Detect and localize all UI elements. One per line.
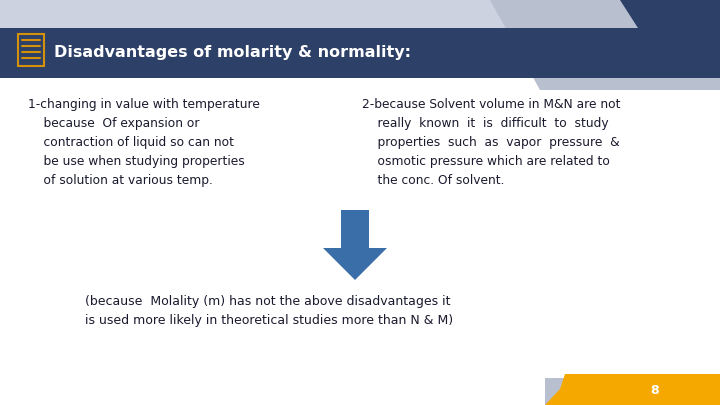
Text: of solution at various temp.: of solution at various temp.	[28, 174, 213, 187]
Text: properties  such  as  vapor  pressure  &: properties such as vapor pressure &	[362, 136, 620, 149]
Polygon shape	[490, 0, 720, 90]
Text: because  Of expansion or: because Of expansion or	[28, 117, 199, 130]
Text: 1-changing in value with temperature: 1-changing in value with temperature	[28, 98, 260, 111]
Text: 8: 8	[651, 384, 660, 396]
Polygon shape	[545, 378, 720, 405]
Polygon shape	[620, 0, 720, 78]
Text: Disadvantages of molarity & normality:: Disadvantages of molarity & normality:	[54, 45, 411, 60]
Polygon shape	[323, 210, 387, 280]
Text: the conc. Of solvent.: the conc. Of solvent.	[362, 174, 505, 187]
Text: really  known  it  is  difficult  to  study: really known it is difficult to study	[362, 117, 608, 130]
Text: contraction of liquid so can not: contraction of liquid so can not	[28, 136, 234, 149]
Polygon shape	[0, 28, 695, 78]
Text: 2-because Solvent volume in M&N are not: 2-because Solvent volume in M&N are not	[362, 98, 621, 111]
Text: be use when studying properties: be use when studying properties	[28, 155, 245, 168]
Polygon shape	[545, 374, 720, 405]
Text: (because  Molality (m) has not the above disadvantages it: (because Molality (m) has not the above …	[85, 295, 451, 308]
Text: osmotic pressure which are related to: osmotic pressure which are related to	[362, 155, 610, 168]
Polygon shape	[0, 75, 720, 405]
Text: is used more likely in theoretical studies more than N & M): is used more likely in theoretical studi…	[85, 314, 453, 327]
